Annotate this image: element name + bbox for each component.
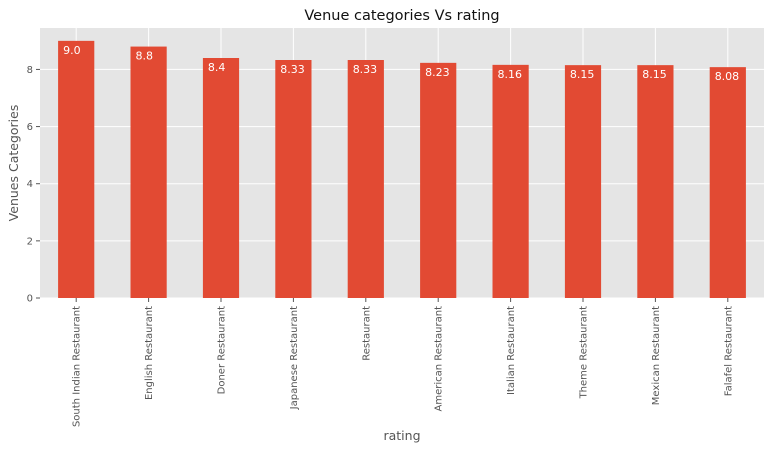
x-tick-label: English Restaurant [144, 306, 155, 400]
data-label: 8.33 [280, 63, 305, 76]
x-tick-label: Italian Restaurant [506, 306, 517, 395]
x-tick-label: Japanese Restaurant [289, 306, 300, 410]
bar [492, 64, 529, 298]
data-label: 8.8 [136, 50, 154, 63]
data-label: 8.08 [715, 70, 740, 83]
data-label: 8.15 [642, 68, 667, 81]
x-axis-ticks: South Indian Restaurant English Restauran… [72, 298, 734, 427]
x-axis-label: rating [383, 428, 420, 443]
y-axis-label: Venues Categories [6, 105, 21, 222]
data-label: 8.16 [498, 68, 523, 81]
bar [58, 40, 95, 298]
bars [58, 40, 746, 299]
y-tick-label: 4 [27, 179, 33, 190]
bar [637, 65, 674, 299]
data-label: 8.33 [353, 63, 378, 76]
bar [420, 62, 457, 298]
y-tick-label: 6 [27, 122, 33, 133]
x-tick-label: Mexican Restaurant [651, 306, 662, 405]
x-tick-label: Restaurant [361, 306, 372, 361]
data-labels: 9.0 8.8 8.4 8.33 8.33 8.23 8.16 8.15 8.15 8.08 [63, 44, 739, 83]
bar [202, 58, 240, 298]
y-axis-ticks: 0 2 4 6 8 [27, 65, 40, 305]
bar [709, 67, 746, 299]
x-tick-label: Theme Restaurant [579, 306, 590, 399]
bar [564, 65, 602, 299]
data-label: 8.15 [570, 68, 595, 81]
bar [347, 60, 384, 298]
y-tick-label: 8 [27, 65, 33, 76]
x-tick-label: American Restaurant [434, 306, 445, 412]
x-tick-label: Doner Restaurant [217, 306, 228, 394]
data-label: 8.4 [208, 61, 226, 74]
y-tick-label: 0 [27, 294, 33, 305]
data-label: 8.23 [425, 66, 450, 79]
y-tick-label: 2 [27, 236, 33, 247]
data-label: 9.0 [63, 44, 81, 57]
chart-title: Venue categories Vs rating [304, 8, 499, 24]
bar [130, 46, 167, 299]
bar [275, 60, 312, 298]
x-tick-label: Falafel Restaurant [723, 306, 734, 396]
x-tick-label: South Indian Restaurant [72, 306, 83, 427]
